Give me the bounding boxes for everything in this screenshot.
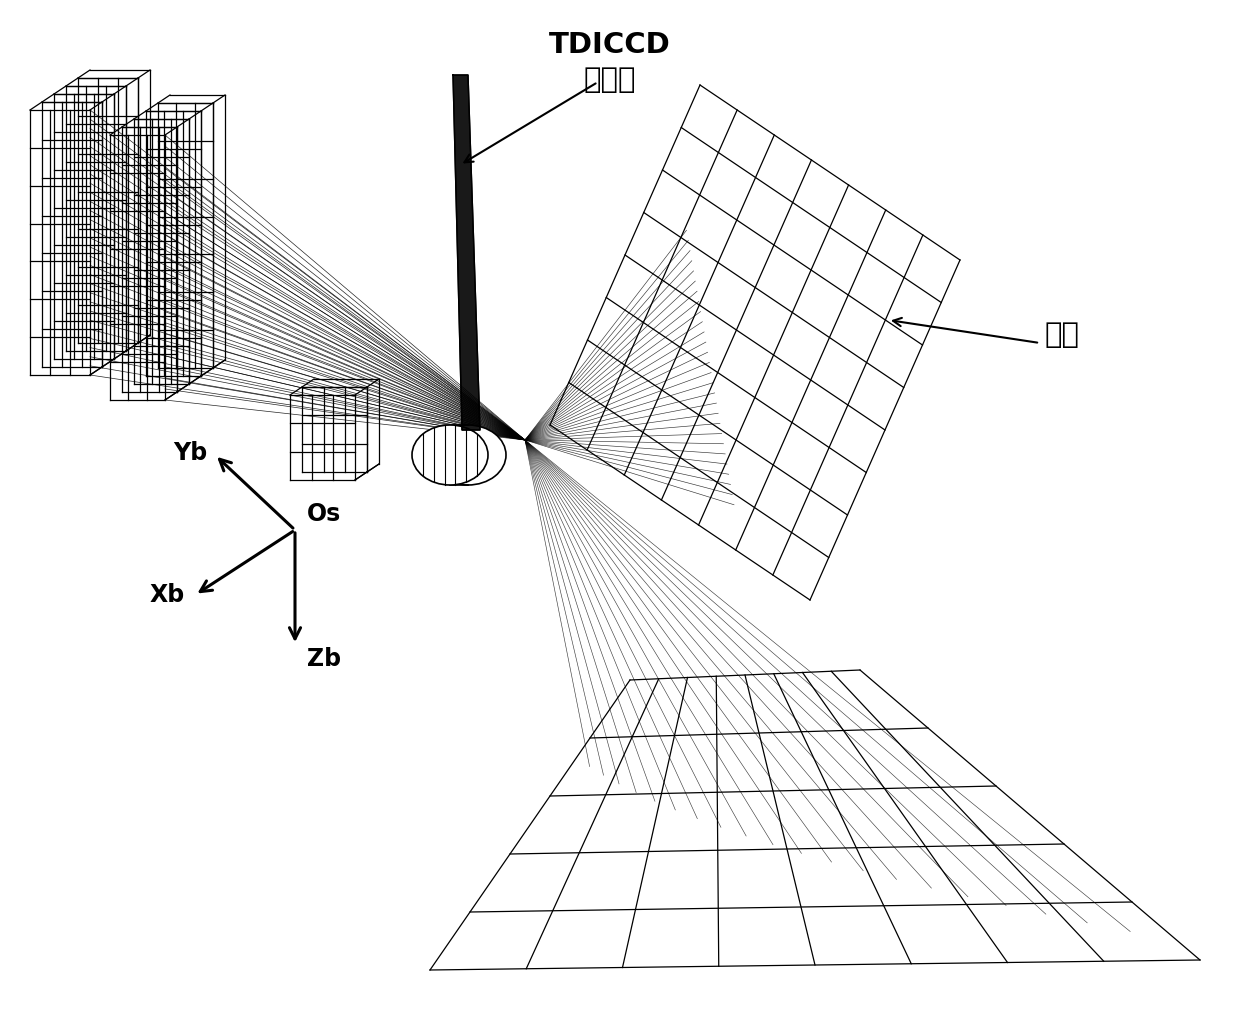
Text: 像平面: 像平面	[584, 66, 636, 94]
Ellipse shape	[430, 425, 506, 485]
Text: 摆镜: 摆镜	[1045, 321, 1080, 348]
Polygon shape	[453, 75, 480, 430]
Text: Zb: Zb	[308, 647, 341, 671]
Text: Os: Os	[308, 502, 341, 526]
Text: TDICCD: TDICCD	[549, 31, 671, 59]
Text: Yb: Yb	[172, 441, 207, 465]
Text: Xb: Xb	[150, 583, 185, 607]
Ellipse shape	[412, 425, 489, 485]
